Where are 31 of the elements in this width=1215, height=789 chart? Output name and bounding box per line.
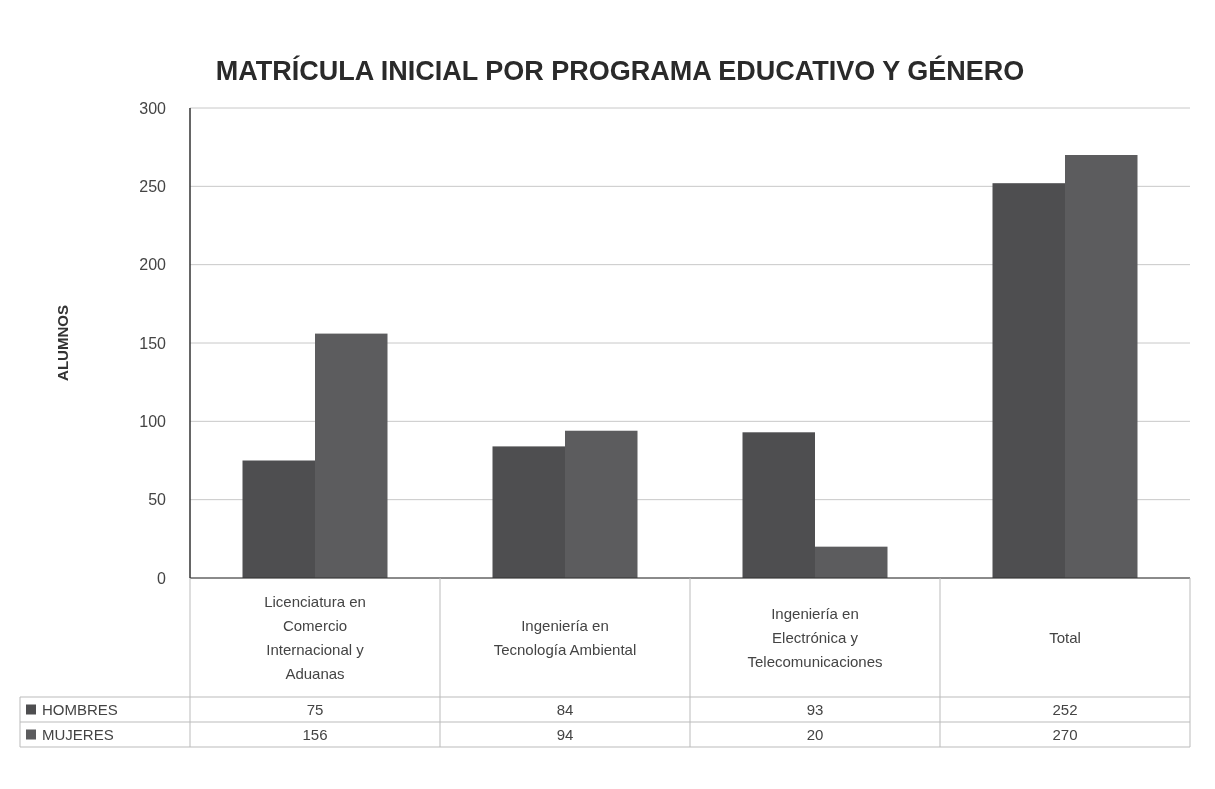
bar [242, 460, 315, 578]
bar [992, 183, 1065, 578]
data-label: 270 [1052, 725, 1078, 743]
y-tick-label: 50 [148, 491, 167, 509]
x-tick-label: Total [1049, 628, 1081, 646]
bar [315, 333, 388, 578]
x-tick-label: Ingeniería en Tecnología Ambiental [493, 616, 637, 658]
data-label: 156 [302, 725, 328, 743]
bar [1065, 155, 1138, 578]
data-label: 93 [806, 700, 824, 718]
x-tick-label: Ingeniería en Electrónica y Telecomunicaciones [747, 604, 883, 670]
data-label: 20 [806, 725, 824, 743]
y-axis-title: ALUMNOS [54, 305, 71, 381]
y-tick-label: 300 [139, 99, 167, 117]
data-label: 252 [1052, 700, 1078, 718]
y-tick-label: 0 [157, 569, 167, 587]
data-label: 94 [556, 725, 574, 743]
bar [815, 546, 888, 578]
y-tick-label: 100 [139, 412, 167, 430]
legend-label: MUJERES [42, 725, 114, 743]
y-tick-label: 200 [139, 256, 167, 274]
legend-label: HOMBRES [42, 700, 118, 718]
y-tick-label: 150 [139, 334, 167, 352]
y-tick-label: 250 [139, 177, 167, 195]
bar [742, 432, 815, 578]
x-tick-label: Licenciatura en Comercio Internacional y Aduanas [264, 592, 366, 682]
data-label: 84 [556, 700, 574, 718]
bar [565, 430, 638, 578]
data-label: 75 [306, 700, 324, 718]
bar [492, 446, 565, 578]
chart-title: MATRÍCULA INICIAL POR PROGRAMA EDUCATIVO Y GÉNERO [215, 55, 1025, 86]
